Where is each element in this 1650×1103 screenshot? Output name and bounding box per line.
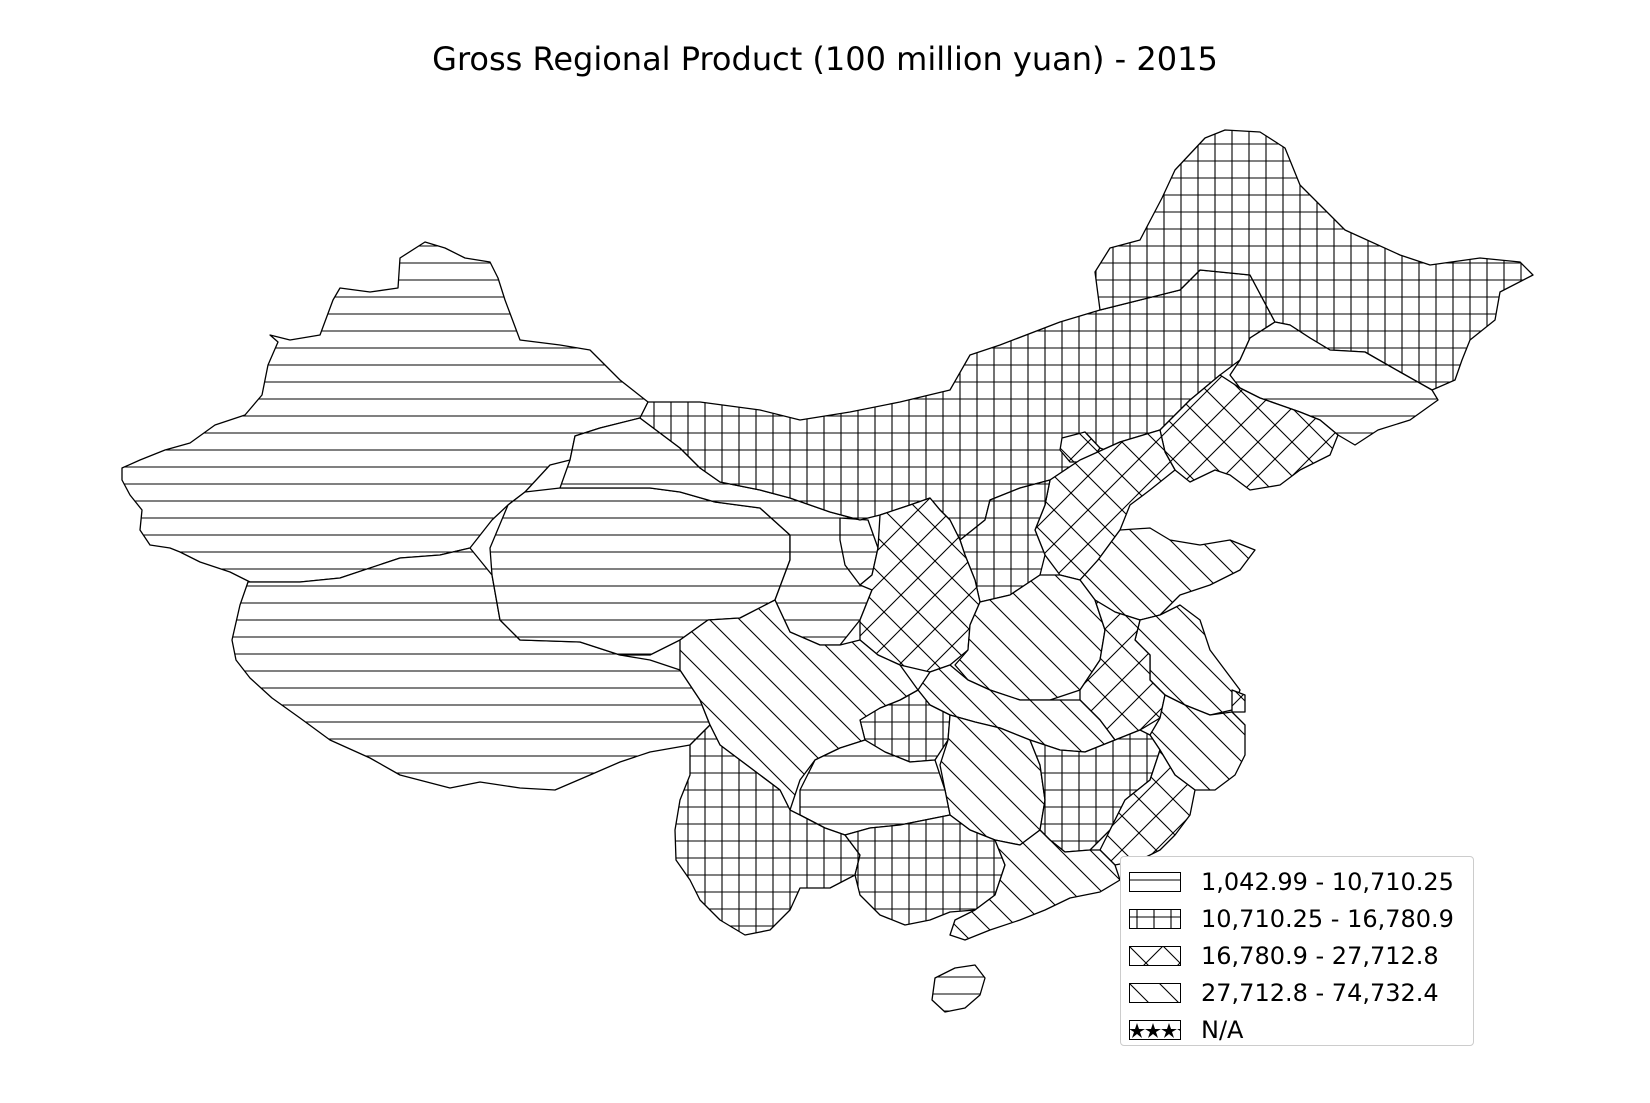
legend-label: 27,712.8 - 74,732.4 bbox=[1201, 978, 1439, 1007]
legend-label: N/A bbox=[1201, 1015, 1244, 1044]
legend-item: 16,780.9 - 27,712.8 bbox=[1121, 937, 1473, 974]
legend-swatch-grid bbox=[1129, 908, 1181, 929]
legend-label: 16,780.9 - 27,712.8 bbox=[1201, 941, 1439, 970]
region-tibet bbox=[231, 547, 711, 791]
region-guangdong bbox=[949, 829, 1121, 941]
region-liaoning bbox=[1159, 374, 1339, 491]
legend-label: 1,042.99 - 10,710.25 bbox=[1201, 867, 1454, 896]
region-anhui bbox=[1079, 599, 1166, 741]
legend: 1,042.99 - 10,710.25 10,710.25 - 16,780.… bbox=[1120, 856, 1474, 1046]
region-hainan bbox=[931, 964, 986, 1013]
legend-swatch-horizontal-lines bbox=[1129, 871, 1181, 892]
region-xinjiang bbox=[121, 241, 649, 583]
legend-swatch-back-diagonal bbox=[1129, 982, 1181, 1003]
legend-item: N/A bbox=[1121, 1011, 1473, 1048]
region-yunnan bbox=[674, 724, 861, 936]
region-shanghai bbox=[1231, 689, 1246, 713]
map-title: Gross Regional Product (100 million yuan… bbox=[432, 40, 1218, 78]
legend-item: 1,042.99 - 10,710.25 bbox=[1121, 863, 1473, 900]
legend-item: 10,710.25 - 16,780.9 bbox=[1121, 900, 1473, 937]
legend-swatch-stars bbox=[1129, 1019, 1181, 1040]
legend-item: 27,712.8 - 74,732.4 bbox=[1121, 974, 1473, 1011]
legend-swatch-diagonal-cross bbox=[1129, 945, 1181, 966]
legend-label: 10,710.25 - 16,780.9 bbox=[1201, 904, 1454, 933]
